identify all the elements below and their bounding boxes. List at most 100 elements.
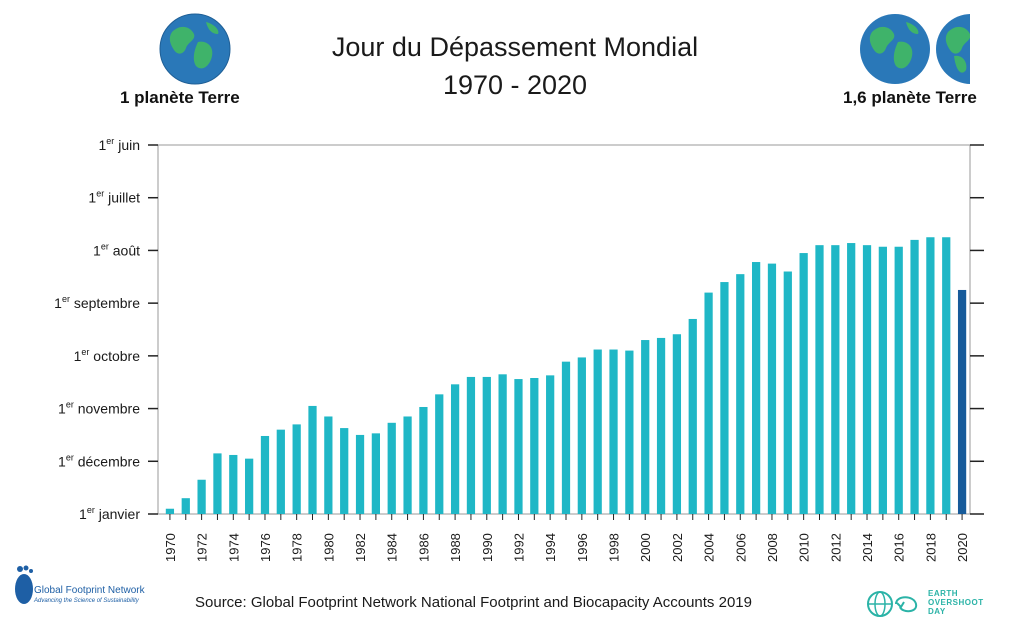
bar-1979 [308, 405, 317, 514]
x-tick-label: 1986 [416, 533, 431, 562]
bar-2005 [720, 282, 729, 514]
bar-1972 [197, 479, 206, 514]
left-planet-label: 1 planète Terre [120, 88, 240, 107]
bar-2010 [799, 253, 808, 514]
bar-1990 [482, 376, 491, 514]
bar-1982 [355, 434, 365, 514]
overshoot-globe-logo-icon [867, 591, 918, 617]
overshoot-day-logo-text: EARTH OVERSHOOT DAY [928, 589, 984, 616]
y-tick-label: 1er juin [99, 136, 141, 153]
x-tick-label: 1972 [195, 533, 210, 562]
bar-2006 [736, 274, 745, 514]
chart-title: Jour du Dépassement Mondial 1970 - 2020 [300, 28, 730, 104]
y-tick-label: 1er juillet [88, 189, 140, 206]
x-tick-label: 1980 [321, 533, 336, 562]
bar-1975 [245, 458, 254, 514]
chart-title-line1: Jour du Dépassement Mondial [331, 32, 699, 62]
bar-2016 [894, 246, 903, 515]
y-tick-label: 1er septembre [54, 294, 140, 311]
y-tick-label: 1er août [93, 241, 140, 258]
eod-line1: EARTH [928, 589, 959, 598]
footprint-logo-icon [15, 565, 33, 604]
chart-title-line2: 1970 - 2020 [442, 70, 588, 100]
bar-1976 [260, 435, 270, 514]
bar-1970 [165, 508, 175, 514]
x-tick-label: 2016 [892, 533, 907, 562]
bar-1983 [371, 433, 380, 514]
x-tick-label: 1988 [448, 533, 463, 562]
x-tick-label: 2002 [670, 533, 685, 562]
bar-2019 [942, 237, 951, 514]
x-tick-label: 1978 [290, 533, 305, 562]
bar-1986 [419, 406, 428, 514]
bar-1981 [340, 428, 349, 514]
x-tick-label: 1996 [575, 533, 590, 562]
bar-2017 [910, 239, 919, 514]
bar-2008 [767, 263, 777, 514]
bar-1993 [530, 378, 539, 514]
x-tick-label: 1970 [163, 533, 178, 562]
gfn-logo-tagline: Advancing the Science of Sustainability [34, 598, 139, 604]
bar-1977 [276, 429, 285, 514]
bar-1978 [292, 424, 301, 514]
bar-2009 [783, 271, 792, 514]
bar-1999 [625, 350, 634, 514]
bar-1973 [213, 453, 222, 514]
bar-2020 [957, 289, 967, 514]
x-tick-label: 2010 [797, 533, 812, 562]
x-tick-label: 2018 [923, 533, 938, 562]
x-tick-label: 1998 [607, 533, 622, 562]
source-note: Source: Global Footprint Network Nationa… [195, 594, 752, 611]
bar-2007 [752, 262, 761, 514]
x-tick-label: 2000 [638, 533, 653, 562]
eod-line2: OVERSHOOT [928, 598, 984, 607]
bar-2012 [831, 245, 840, 514]
bar-1987 [435, 394, 444, 514]
x-tick-label: 1990 [480, 533, 495, 562]
x-tick-label: 1982 [353, 533, 368, 562]
bar-2018 [926, 237, 935, 514]
eod-line3: DAY [928, 607, 946, 616]
bar-2011 [815, 245, 824, 514]
bar-1989 [466, 376, 476, 514]
bar-1985 [403, 416, 412, 514]
x-tick-label: 2006 [733, 533, 748, 562]
bar-1971 [181, 498, 190, 514]
x-tick-label: 1994 [543, 533, 558, 562]
y-tick-label: 1er janvier [79, 505, 140, 522]
earth-globe-icon [159, 13, 231, 85]
x-tick-label: 1976 [258, 533, 273, 562]
x-tick-label: 2004 [702, 533, 717, 562]
y-tick-label: 1er octobre [74, 347, 141, 364]
x-tick-label: 2014 [860, 533, 875, 562]
bar-1996 [577, 357, 586, 514]
bar-2001 [656, 337, 666, 514]
bar-2002 [672, 334, 682, 514]
bar-1998 [609, 349, 618, 514]
bar-1984 [387, 422, 396, 514]
x-tick-label: 2012 [828, 533, 843, 562]
bar-2015 [878, 246, 887, 515]
y-tick-label: 1er novembre [58, 400, 140, 417]
bar-1988 [450, 384, 460, 514]
earth-globe-icon [860, 14, 930, 84]
x-tick-label: 1992 [511, 533, 526, 562]
partial-earth-globe-icon [936, 14, 970, 84]
bar-1995 [561, 361, 571, 514]
x-tick-label: 2020 [955, 533, 970, 562]
x-tick-label: 1984 [385, 533, 400, 562]
bar-2013 [847, 243, 856, 515]
gfn-logo-name: Global Footprint Network [34, 585, 145, 596]
x-tick-label: 1974 [226, 533, 241, 562]
bar-2014 [862, 245, 872, 514]
bar-1992 [514, 379, 523, 514]
bar-2000 [641, 340, 650, 514]
y-tick-label: 1er décembre [58, 452, 140, 469]
bar-1997 [593, 349, 602, 514]
x-tick-label: 2008 [765, 533, 780, 562]
bar-1980 [324, 416, 333, 514]
bar-1974 [229, 454, 238, 514]
bar-2004 [704, 292, 713, 514]
bar-1994 [546, 375, 555, 514]
